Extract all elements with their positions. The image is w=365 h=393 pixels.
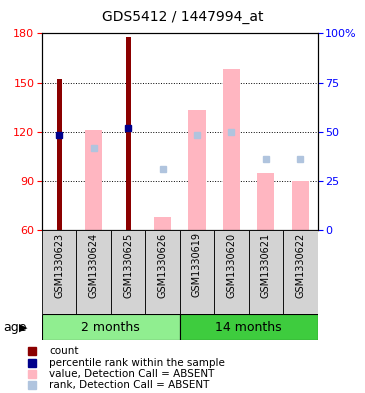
Bar bbox=[154, 217, 171, 230]
Text: GDS5412 / 1447994_at: GDS5412 / 1447994_at bbox=[102, 10, 263, 24]
Text: GSM1330624: GSM1330624 bbox=[89, 232, 99, 298]
Text: value, Detection Call = ABSENT: value, Detection Call = ABSENT bbox=[49, 369, 215, 379]
Text: GSM1330620: GSM1330620 bbox=[226, 232, 237, 298]
Bar bbox=[145, 230, 180, 314]
Bar bbox=[214, 230, 249, 314]
Bar bbox=[126, 37, 131, 230]
Text: GSM1330623: GSM1330623 bbox=[54, 232, 64, 298]
Bar bbox=[188, 110, 205, 230]
Text: ▶: ▶ bbox=[19, 322, 27, 332]
Text: GSM1330626: GSM1330626 bbox=[158, 232, 168, 298]
Bar bbox=[76, 230, 111, 314]
Text: 14 months: 14 months bbox=[215, 321, 282, 334]
Text: 2 months: 2 months bbox=[81, 321, 140, 334]
Text: age: age bbox=[4, 321, 27, 334]
Bar bbox=[111, 230, 145, 314]
Bar bbox=[57, 79, 62, 230]
Text: percentile rank within the sample: percentile rank within the sample bbox=[49, 358, 225, 368]
Bar bbox=[257, 173, 274, 230]
Text: GSM1330621: GSM1330621 bbox=[261, 232, 271, 298]
Bar bbox=[85, 130, 102, 230]
Bar bbox=[292, 181, 309, 230]
Text: GSM1330622: GSM1330622 bbox=[295, 232, 306, 298]
Text: GSM1330619: GSM1330619 bbox=[192, 232, 202, 298]
Bar bbox=[223, 70, 240, 230]
Bar bbox=[42, 314, 180, 340]
Text: GSM1330625: GSM1330625 bbox=[123, 232, 133, 298]
Text: count: count bbox=[49, 347, 79, 356]
Bar bbox=[249, 230, 283, 314]
Bar bbox=[283, 230, 318, 314]
Bar bbox=[180, 314, 318, 340]
Bar bbox=[42, 230, 76, 314]
Bar bbox=[180, 230, 214, 314]
Text: rank, Detection Call = ABSENT: rank, Detection Call = ABSENT bbox=[49, 380, 210, 390]
